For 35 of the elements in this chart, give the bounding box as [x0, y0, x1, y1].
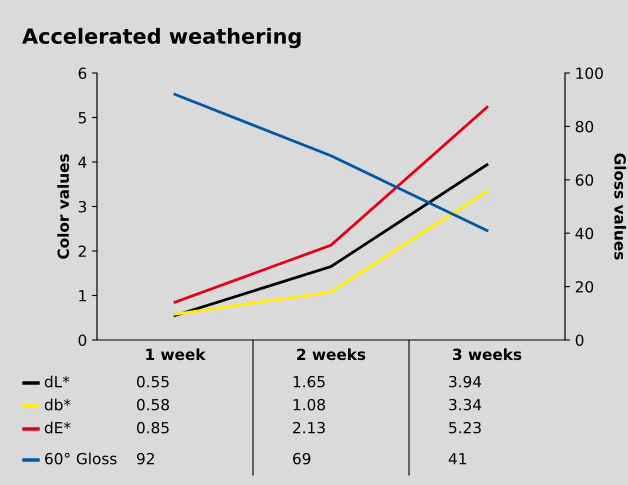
- legend-label: dE*: [44, 422, 71, 434]
- y-axis-title: Color values: [57, 154, 70, 259]
- data-label: 5.23: [449, 422, 481, 434]
- data-label: 2.13: [293, 422, 325, 434]
- y2-tick-label: 40: [575, 228, 594, 240]
- legend-label: 60° Gloss: [45, 452, 117, 464]
- y2-tick-label: 0: [576, 334, 584, 346]
- data-label: 0.55: [137, 376, 169, 388]
- data-label: 41: [448, 453, 466, 464]
- chart-title: Accelerated weathering: [22, 28, 301, 48]
- y2-tick-label: 80: [576, 120, 594, 132]
- y2-tick-label: 60: [576, 174, 594, 186]
- data-label: 3.94: [449, 376, 482, 388]
- data-label: 0.58: [137, 398, 169, 410]
- legend-label: dL*: [44, 376, 70, 388]
- y2-tick-label: 100: [576, 67, 603, 80]
- data-label: 1.65: [294, 376, 325, 388]
- y-tick-label: 6: [78, 67, 86, 80]
- x-tick-label: 3 weeks: [453, 348, 522, 360]
- y-tick-label: 1: [79, 290, 86, 302]
- data-label: 0.85: [137, 422, 169, 434]
- data-label: 3.34: [449, 398, 482, 410]
- x-tick-label: 2 weeks: [297, 348, 366, 360]
- x-tick-label: 1 week: [146, 348, 206, 360]
- y-tick-label: 0: [78, 334, 86, 346]
- y-tick-label: 3: [78, 200, 86, 213]
- y-tick-label: 4: [78, 156, 86, 168]
- y2-axis-title: Gloss values: [614, 153, 626, 260]
- y-tick-label: 5: [78, 112, 86, 124]
- y-tick-label: 2: [78, 245, 86, 257]
- legend-label: db*: [44, 398, 71, 410]
- data-label: 1.08: [294, 398, 325, 410]
- data-label: 92: [136, 452, 154, 464]
- data-label: 69: [293, 452, 310, 464]
- y2-tick-label: 20: [576, 281, 594, 293]
